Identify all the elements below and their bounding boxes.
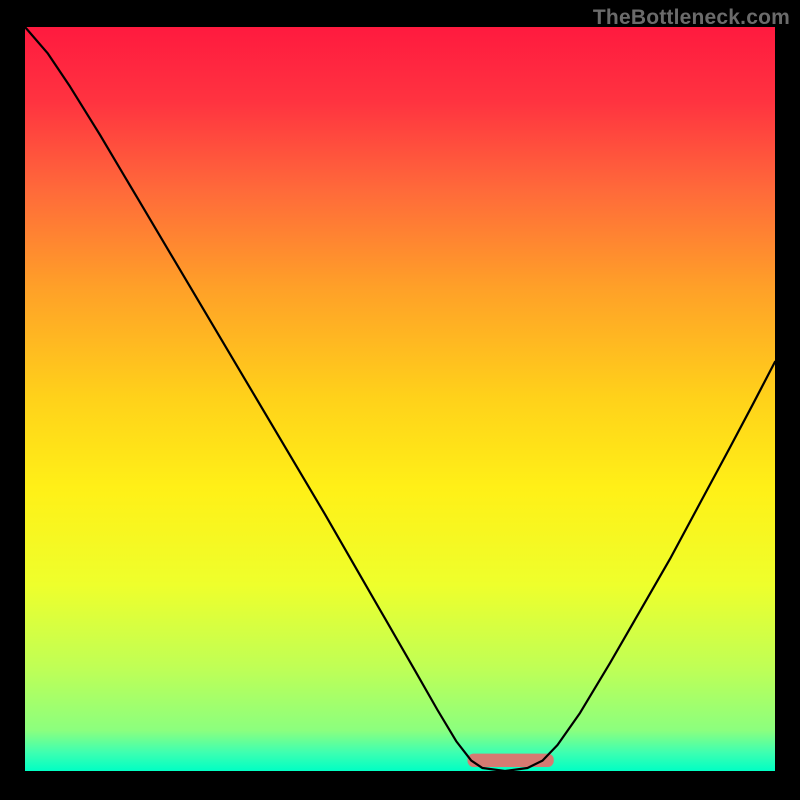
bottleneck-chart bbox=[0, 0, 800, 800]
attribution-text: TheBottleneck.com bbox=[593, 6, 790, 30]
chart-container: { "attribution": { "text": "TheBottlenec… bbox=[0, 0, 800, 800]
